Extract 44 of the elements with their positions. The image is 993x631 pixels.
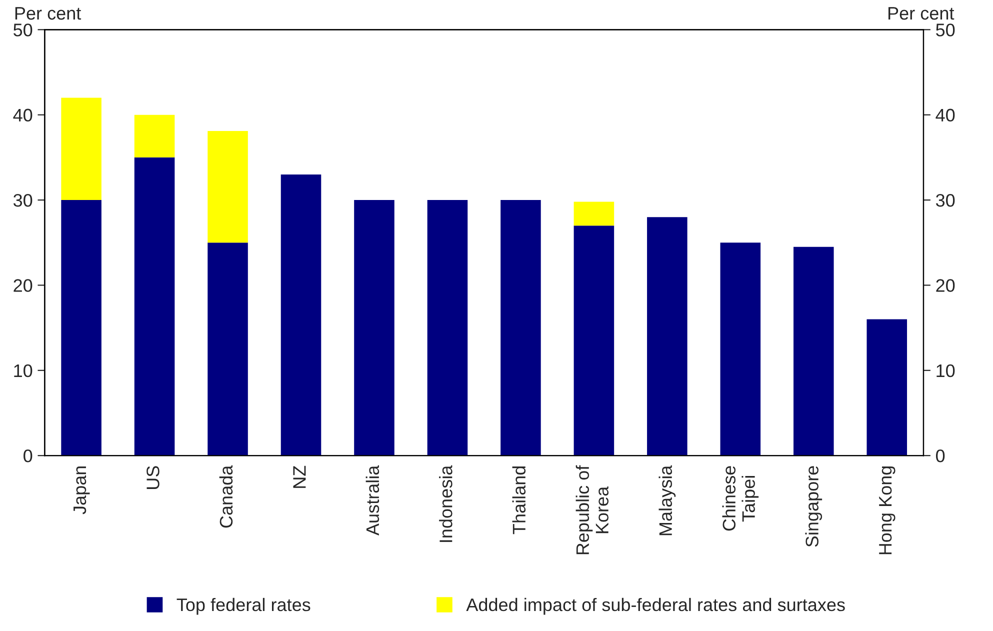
y2-tick-label: 50 [936,24,955,36]
legend-label: Added impact of sub-federal rates and surtaxes [466,598,845,615]
x-tick-label: Indonesia [439,465,452,542]
bar [61,200,102,456]
bar [427,200,468,456]
y-tick-label: 20 [14,279,32,292]
y-tick-label: 30 [13,194,32,207]
x-tick-label: Hong Kong [879,466,896,554]
bar [208,131,248,243]
y-tick-label: 0 [24,450,32,462]
y-tick-label: 10 [14,364,32,378]
bar [354,200,394,456]
y2-tick-label: 10 [936,364,955,378]
x-tick-label: Thailand [512,466,526,534]
y-axis-title: Per cent [15,7,82,20]
x-tick-label: Republic of Korea [576,465,609,554]
y-tick-label: 40 [13,108,32,122]
bar [134,114,175,158]
bar [720,242,761,456]
legend-label: Top federal rates [176,598,310,615]
x-tick-label: Japan [74,466,90,514]
y-tick-label: 50 [14,24,32,36]
x-tick-label: Chinese Taipei [722,466,759,531]
bar [574,226,614,456]
bar [574,202,614,226]
y2-tick-label: 40 [936,108,955,122]
bar [134,157,175,456]
x-tick-label: US [146,466,160,489]
bar [280,174,322,456]
x-tick-label: Australia [366,465,380,536]
y2-axis-title: Per cent [888,7,954,20]
y2-tick-label: 20 [936,279,955,292]
x-tick-label: Canada [219,465,233,528]
y2-tick-label: 0 [936,450,945,462]
bar [794,246,834,456]
x-tick-label: Malaysia [658,465,676,536]
bar [61,98,102,200]
y2-tick-label: 30 [936,194,955,207]
x-tick-label: NZ [293,466,306,488]
bar [500,200,541,456]
x-tick-label: Singapore [805,466,822,547]
bar [866,319,908,456]
bar [647,217,688,456]
bar [208,242,248,456]
